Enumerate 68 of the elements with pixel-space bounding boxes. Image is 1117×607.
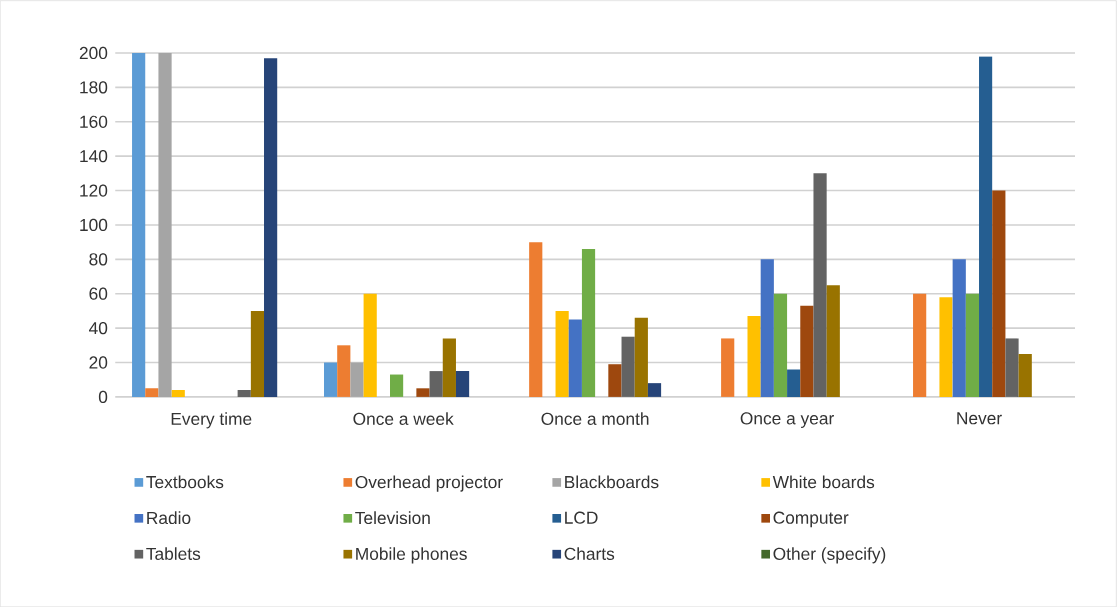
legend-label: LCD — [565, 511, 598, 524]
y-tick-label: 120 — [80, 184, 108, 197]
bar — [350, 362, 364, 397]
bar — [647, 383, 662, 397]
bar — [389, 374, 404, 397]
bar — [913, 293, 927, 397]
bar — [455, 371, 470, 397]
x-tick-label: Once a month — [541, 412, 649, 425]
bar — [555, 310, 569, 397]
y-tick-label: 180 — [80, 81, 108, 94]
bar — [363, 293, 377, 397]
bar — [634, 317, 648, 397]
legend-label: Blackboards — [565, 475, 659, 489]
legend-label: Overhead projector — [355, 475, 503, 492]
bar — [250, 310, 265, 397]
bar — [747, 316, 761, 397]
bar — [264, 58, 278, 397]
bar — [132, 52, 146, 397]
legend-label: Tablets — [146, 547, 201, 560]
bar — [237, 389, 251, 397]
bar — [337, 345, 351, 397]
bar — [952, 259, 966, 397]
bar — [529, 242, 543, 397]
bar — [760, 259, 774, 397]
bar — [992, 190, 1006, 397]
legend-label: Mobile phones — [356, 547, 467, 564]
y-tick-label: 20 — [89, 356, 108, 369]
x-tick-label: Once a year — [740, 412, 834, 428]
y-tick-label: 140 — [80, 149, 108, 163]
x-tick-label: Every time — [171, 412, 252, 429]
bar — [813, 173, 827, 397]
bar — [608, 364, 622, 397]
y-tick-label: 0 — [98, 390, 108, 403]
bar — [158, 52, 172, 397]
bar — [826, 285, 840, 397]
bar — [621, 336, 635, 397]
y-tick-label: 60 — [89, 287, 108, 300]
bar — [429, 371, 443, 397]
y-tick-label: 80 — [89, 253, 108, 266]
legend-label: Other (specify) — [773, 547, 886, 564]
legend-label: White boards — [772, 475, 875, 489]
legend-label: Television — [355, 511, 430, 525]
x-tick-label: Once a week — [353, 412, 454, 425]
bar — [787, 369, 801, 397]
y-tick-label: 160 — [80, 115, 108, 128]
y-tick-label: 40 — [89, 321, 108, 335]
bar — [721, 338, 735, 397]
x-tick-label: Never — [957, 412, 1002, 425]
bar — [979, 56, 993, 397]
bar — [442, 338, 456, 397]
legend-label: Charts — [564, 547, 615, 560]
bar — [1005, 338, 1019, 397]
legend-label: Radio — [147, 511, 191, 525]
bar — [965, 293, 980, 397]
y-tick-label: 200 — [79, 46, 108, 60]
bar — [416, 388, 430, 397]
bar — [145, 388, 159, 397]
bar — [800, 305, 814, 397]
bar — [939, 297, 953, 397]
legend-label: Textbooks — [146, 475, 224, 489]
bar — [324, 362, 338, 397]
bar — [568, 319, 582, 397]
bar — [1018, 353, 1032, 397]
bar — [773, 293, 788, 397]
legend-label: Computer — [773, 511, 849, 528]
y-tick-label: 100 — [80, 218, 108, 232]
bar — [171, 389, 185, 397]
bar — [581, 248, 596, 397]
